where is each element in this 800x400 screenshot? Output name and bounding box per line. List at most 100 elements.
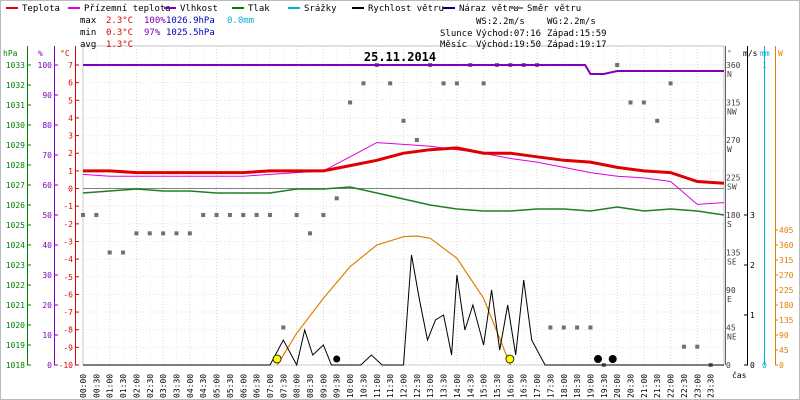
wm2-unit: W	[778, 49, 783, 58]
stat-temp: 2.3°C	[106, 16, 133, 26]
temp-tick-label: 0	[68, 185, 73, 194]
wind-direction-point	[695, 344, 700, 349]
temp-tick-label: -2	[63, 220, 73, 229]
wind-direction-point	[267, 213, 272, 217]
hpa-tick-label: 1026	[6, 201, 25, 210]
moon-label: Měsíc	[440, 40, 467, 50]
temp-tick-label: -3	[63, 237, 73, 246]
stat-pressure: 1026.9hPa	[166, 16, 215, 26]
x-tick-label: 14:30	[466, 374, 475, 398]
chart-title: 25.11.2014	[364, 50, 436, 64]
temperature-line	[83, 146, 725, 185]
dir-tick-label: 45	[726, 324, 736, 333]
temp-tick-label: 6	[68, 79, 73, 88]
wind-direction-point	[134, 231, 139, 236]
wm2-tick-label: 315	[779, 256, 794, 265]
wind-direction-point	[401, 118, 406, 123]
legend-label: Vlhkost	[180, 4, 218, 14]
wind-direction-point	[214, 213, 219, 217]
x-tick-label: 08:00	[293, 374, 302, 398]
dir-tick-label: 315	[726, 99, 741, 108]
temp-tick-label: -9	[63, 343, 73, 352]
legend-label: Přízemní teplota	[84, 4, 171, 14]
hpa-tick-label: 1018	[6, 361, 25, 370]
wind-direction-point	[668, 81, 673, 86]
wind-direction-point	[321, 213, 326, 217]
stat-pressure: 1025.5hPa	[166, 28, 215, 38]
wind-direction-point	[561, 325, 566, 330]
humidity-line	[83, 64, 724, 75]
sun-event-marker	[505, 354, 515, 364]
wind-direction-point	[94, 213, 99, 217]
x-tick-label: 23:00	[693, 374, 702, 398]
x-tick-label: 19:30	[600, 374, 609, 398]
temp-tick-label: -5	[63, 273, 73, 282]
wind-direction-point	[308, 231, 313, 236]
x-tick-label: 15:00	[480, 374, 489, 398]
wind-direction-point	[254, 213, 259, 217]
sun-set: Západ:15:59	[547, 29, 607, 39]
pct-tick-label: 90	[42, 91, 52, 100]
legend-label: Tlak	[248, 4, 270, 14]
hpa-tick-label: 1033	[6, 61, 25, 70]
x-tick-label: 21:30	[653, 374, 662, 398]
legend-label: Srážky	[304, 4, 337, 14]
solar-radiation-line	[276, 235, 511, 366]
wm2-tick-label: 135	[779, 316, 794, 325]
dir-tick-label: 135	[726, 249, 741, 258]
ms-tick-label: 1	[750, 311, 755, 320]
ms-tick-label: 2	[750, 261, 755, 270]
legend-label: Směr větru	[527, 4, 581, 14]
wind-direction-point	[174, 231, 179, 236]
dir-compass-label: N	[727, 70, 732, 79]
pct-tick-label: 60	[42, 181, 52, 190]
temp-tick-label: -6	[63, 290, 73, 299]
x-tick-label: 10:00	[346, 374, 355, 398]
series	[81, 63, 725, 367]
dir-unit: °	[727, 49, 732, 58]
pct-tick-label: 20	[42, 301, 52, 310]
x-tick-label: 18:30	[573, 374, 582, 398]
x-tick-label: 11:30	[386, 374, 395, 398]
temp-tick-label: 4	[68, 114, 73, 123]
hpa-tick-label: 1031	[6, 101, 25, 110]
mm-tick-label: 0	[762, 361, 767, 370]
legend-label: Rychlost větru	[368, 4, 444, 14]
ms-tick-label: 3	[750, 211, 755, 220]
sun-rise: Východ:07:16	[476, 29, 541, 39]
dir-tick-label: 360	[726, 61, 741, 70]
ms-unit: m/s	[743, 49, 758, 58]
wm2-tick-label: 90	[779, 331, 789, 340]
hpa-tick-label: 1030	[6, 121, 25, 130]
x-tick-label: 10:30	[359, 374, 368, 398]
temp-tick-label: -8	[63, 326, 73, 335]
temp-unit: °C	[60, 49, 70, 58]
dir-tick-label: 270	[726, 136, 741, 145]
hpa-tick-label: 1023	[6, 261, 25, 270]
hpa-tick-label: 1024	[6, 241, 25, 250]
hpa-tick-label: 1029	[6, 141, 25, 150]
pct-tick-label: 100	[38, 61, 53, 70]
x-tick-label: 11:00	[373, 374, 382, 398]
wind-direction-point	[361, 81, 366, 86]
moon-rise: Východ:19:50	[476, 40, 541, 50]
wind-gust-info: WG:2.2m/s	[547, 17, 596, 27]
temp-tick-label: -4	[63, 255, 73, 264]
stat-temp: 1.3°C	[106, 40, 133, 50]
wind-direction-point	[227, 213, 232, 217]
wind-direction-point	[615, 63, 620, 67]
wind-direction-point	[241, 213, 246, 217]
wind-direction-point	[107, 250, 112, 255]
dir-tick-label: 90	[726, 286, 736, 295]
wind-direction-point	[294, 213, 299, 217]
header: Teplota Přízemní teplota Vlhkost Tlak Srážky…	[6, 4, 607, 64]
dir-compass-label: NE	[727, 333, 737, 342]
x-tick-label: 03:30	[173, 374, 182, 398]
hpa-tick-label: 1028	[6, 161, 25, 170]
wm2-tick-label: 360	[779, 241, 794, 250]
wind-direction-point	[441, 81, 446, 86]
pct-tick-label: 70	[42, 151, 52, 160]
wind-direction-point	[548, 325, 553, 330]
x-tick-label: 05:00	[213, 374, 222, 398]
